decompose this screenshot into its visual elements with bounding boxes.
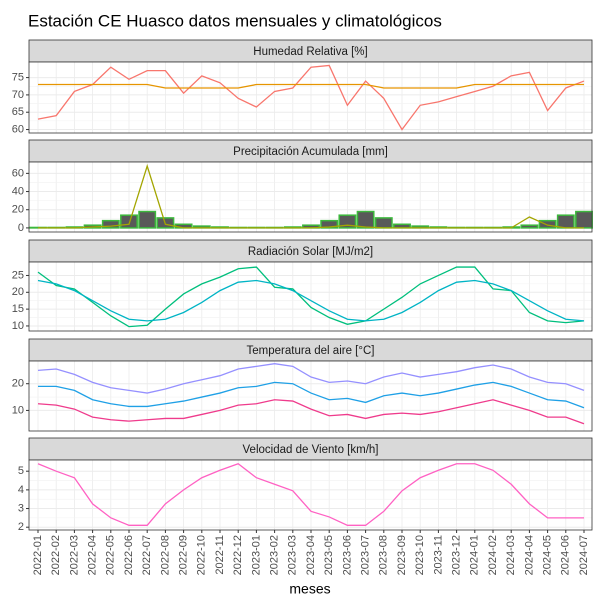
y-tick-label: 20 bbox=[12, 378, 24, 390]
x-tick-label: 2024-05 bbox=[542, 535, 554, 575]
x-tick-label: 2024-04 bbox=[523, 535, 535, 575]
y-tick-label: 15 bbox=[12, 303, 24, 315]
panel-title: Temperatura del aire [°C] bbox=[247, 345, 375, 357]
x-tick-label: 2022-01 bbox=[32, 535, 44, 575]
y-tick-label: 5 bbox=[18, 465, 24, 477]
bar bbox=[538, 219, 557, 229]
x-tick-label: 2022-04 bbox=[87, 535, 99, 575]
line bbox=[38, 83, 584, 89]
x-tick-label: 2023-04 bbox=[305, 535, 317, 575]
y-tick-label: 70 bbox=[12, 89, 24, 101]
y-tick-label: 65 bbox=[12, 106, 24, 118]
y-tick-label: 75 bbox=[12, 71, 24, 83]
line bbox=[37, 64, 585, 131]
y-tick-label: 10 bbox=[12, 320, 24, 332]
x-tick-label: 2022-03 bbox=[68, 535, 80, 575]
x-tick-label: 2024-01 bbox=[469, 535, 481, 575]
panel-title: Velocidad de Viento [km/h] bbox=[243, 444, 379, 456]
x-tick-label: 2022-10 bbox=[196, 535, 208, 575]
x-tick-label: 2023-03 bbox=[287, 535, 299, 575]
x-tick-label: 2022-07 bbox=[141, 535, 153, 575]
x-tick-label: 2024-03 bbox=[505, 535, 517, 575]
panel bbox=[29, 62, 592, 133]
x-tick-label: 2024-02 bbox=[487, 535, 499, 575]
x-tick-label: 2022-09 bbox=[178, 535, 190, 575]
x-tick-label: 2023-11 bbox=[432, 535, 444, 575]
x-tick-label: 2022-06 bbox=[123, 535, 135, 575]
line bbox=[38, 381, 585, 409]
x-axis-label: meses bbox=[289, 581, 330, 597]
line bbox=[37, 399, 585, 425]
y-tick-label: 2 bbox=[18, 521, 24, 533]
line bbox=[37, 363, 585, 394]
panel-title: Radiación Solar [MJ/m2] bbox=[248, 246, 373, 258]
panel bbox=[29, 262, 592, 331]
line bbox=[37, 463, 584, 526]
panel-border bbox=[28, 261, 593, 332]
bar bbox=[338, 214, 357, 229]
line bbox=[38, 163, 584, 229]
line bbox=[37, 266, 585, 328]
panel-title: Humedad Relativa [%] bbox=[253, 46, 367, 58]
bar bbox=[101, 219, 120, 229]
line bbox=[37, 279, 585, 322]
x-tick-label: 2023-09 bbox=[396, 535, 408, 575]
y-tick-label: 10 bbox=[12, 404, 24, 416]
y-tick-label: 0 bbox=[18, 222, 24, 234]
x-tick-label: 2024-06 bbox=[560, 535, 572, 575]
x-tick-label: 2022-05 bbox=[105, 535, 117, 575]
panel-border bbox=[28, 161, 593, 233]
x-tick-label: 2022-11 bbox=[214, 535, 226, 575]
panel-title: Precipitación Acumulada [mm] bbox=[233, 146, 388, 158]
x-tick-label: 2023-10 bbox=[414, 535, 426, 575]
y-tick-label: 3 bbox=[18, 502, 24, 514]
panel-border bbox=[28, 360, 593, 432]
x-tick-label: 2022-12 bbox=[232, 535, 244, 575]
chart-title: Estación CE Huasco datos mensuales y cli… bbox=[28, 11, 442, 30]
x-tick-label: 2023-02 bbox=[269, 535, 281, 575]
bar bbox=[374, 217, 393, 229]
x-tick-label: 2023-06 bbox=[341, 535, 353, 575]
y-tick-label: 60 bbox=[12, 167, 24, 179]
panel bbox=[29, 361, 592, 431]
x-tick-label: 2022-08 bbox=[159, 535, 171, 575]
y-tick-label: 25 bbox=[12, 269, 24, 281]
panel-border bbox=[28, 61, 593, 134]
y-tick-label: 20 bbox=[12, 286, 24, 298]
y-tick-label: 4 bbox=[18, 484, 24, 496]
x-tick-label: 2023-08 bbox=[378, 535, 390, 575]
bar bbox=[356, 210, 375, 229]
bar bbox=[556, 214, 575, 229]
x-tick-label: 2023-07 bbox=[360, 535, 372, 575]
x-tick-label: 2023-12 bbox=[451, 535, 463, 575]
y-tick-label: 60 bbox=[12, 123, 24, 135]
bar bbox=[138, 210, 157, 229]
x-tick-label: 2023-05 bbox=[323, 535, 335, 575]
x-tick-label: 2023-01 bbox=[250, 535, 262, 575]
y-tick-label: 20 bbox=[12, 204, 24, 216]
y-tick-label: 40 bbox=[12, 185, 24, 197]
bar bbox=[575, 210, 593, 229]
x-tick-label: 2022-02 bbox=[50, 535, 62, 575]
bar bbox=[120, 214, 138, 229]
bar bbox=[320, 219, 339, 229]
x-tick-label: 2024-07 bbox=[578, 535, 590, 575]
bar bbox=[520, 224, 539, 229]
